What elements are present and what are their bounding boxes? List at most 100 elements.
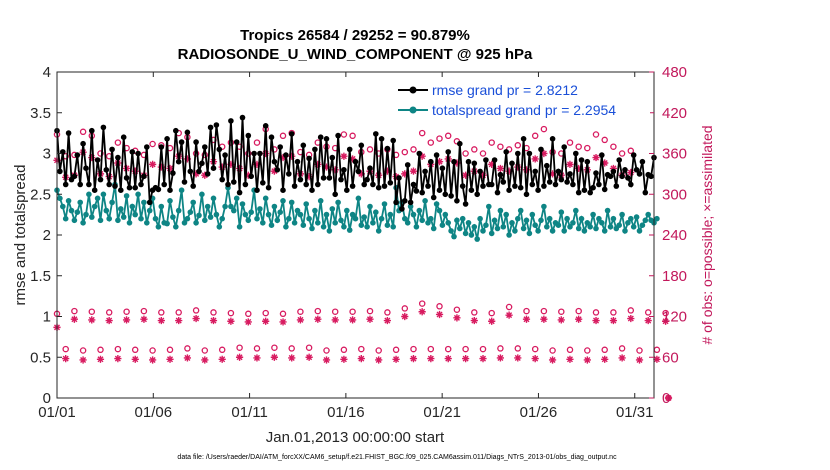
possible_upper-point: [610, 143, 617, 150]
possible_lower-point: [288, 345, 295, 352]
assimilated_upper-point: [149, 160, 157, 168]
rmse-point: [616, 157, 622, 163]
x-tick-label: 01/06: [135, 404, 173, 421]
totalspread-point: [222, 203, 228, 210]
assimilated_lower-point: [157, 316, 165, 325]
rmse-point: [384, 145, 391, 152]
possible_upper-point: [540, 125, 548, 133]
assimilated_upper-point: [383, 167, 391, 175]
rmse-point: [317, 134, 324, 140]
totalspread-point: [497, 207, 504, 214]
y-tick-label: 1.5: [30, 268, 51, 285]
rmse-point: [62, 181, 69, 188]
rmse-point: [442, 191, 449, 198]
rmse-point: [112, 183, 118, 189]
totalspread-point: [80, 220, 86, 226]
legend-box: [392, 80, 650, 120]
x-tick-label: 01/31: [616, 404, 654, 421]
rmse-point: [413, 188, 420, 194]
totalspread-point: [173, 224, 179, 230]
possible_upper-point: [340, 131, 348, 138]
possible_upper-point: [97, 150, 104, 157]
rmse-point: [358, 142, 365, 149]
rmse-point: [509, 160, 515, 167]
totalspread-point: [428, 215, 434, 222]
totalspread-point: [419, 217, 426, 224]
totalspread-point: [300, 222, 307, 228]
possible_lower-point: [245, 310, 252, 318]
totalspread-point: [228, 203, 234, 210]
rmse-point: [173, 127, 179, 134]
possible_lower-point: [279, 310, 287, 318]
rmse-point: [262, 123, 269, 129]
totalspread-point: [430, 225, 437, 232]
rmse-point: [326, 175, 333, 181]
rmse-point: [549, 136, 556, 142]
y-tick-label-right: 480: [662, 64, 687, 81]
possible_lower-point: [410, 345, 417, 353]
totalspread-point: [352, 215, 359, 222]
totalspread-point: [436, 207, 443, 214]
rmse-point: [115, 154, 121, 161]
totalspread-point: [167, 198, 173, 204]
rmse-point: [387, 180, 394, 186]
rmse-point: [381, 183, 388, 189]
totalspread-point: [549, 228, 556, 234]
possible_lower-point: [71, 307, 78, 315]
rmse-point: [204, 171, 211, 177]
rmse-point: [248, 173, 254, 180]
possible_lower-point: [166, 346, 174, 354]
totalspread-point: [477, 215, 483, 222]
possible_upper-point: [471, 146, 478, 153]
totalspread-point: [286, 215, 292, 222]
totalspread-point: [564, 215, 570, 222]
rmse-point: [100, 124, 107, 131]
footnote: data file: /Users/raeder/DAI/ATM_forcXX/…: [177, 454, 617, 461]
totalspread-point: [338, 217, 344, 224]
assimilated_upper-point: [401, 170, 409, 178]
totalspread-point: [451, 233, 457, 240]
assimilated_lower-point: [575, 315, 583, 323]
legend-marker-rmse: [409, 86, 417, 94]
possible_lower-point: [662, 309, 669, 317]
totalspread-point: [265, 211, 272, 218]
totalspread-point: [500, 224, 507, 230]
assimilated_lower-point: [383, 316, 391, 325]
totalspread-point: [326, 228, 333, 234]
possible_lower-point: [114, 345, 122, 353]
rmse-point: [170, 170, 176, 176]
rmse-point: [312, 146, 318, 153]
rmse-point: [404, 162, 411, 168]
rmse-point: [219, 176, 225, 183]
assimilated_upper-point: [522, 166, 531, 174]
rmse-point: [361, 181, 368, 188]
rmse-point: [291, 183, 298, 189]
totalspread-point: [62, 215, 69, 222]
totalspread-point: [103, 207, 110, 214]
totalspread-point: [260, 220, 266, 226]
possible_lower-point: [158, 309, 165, 316]
rmse-point: [257, 150, 263, 157]
rmse-point: [561, 144, 567, 150]
possible_lower-point: [462, 345, 469, 353]
assimilated_upper-point: [288, 152, 296, 160]
possible_lower-point: [323, 347, 330, 354]
rmse-point: [494, 189, 501, 196]
rmse-point: [109, 146, 115, 153]
rmse-point: [222, 152, 228, 158]
legend-label-spread: totalspread grand pr = 2.2954: [432, 102, 616, 118]
totalspread-point: [465, 220, 472, 226]
assimilated_lower-point: [314, 315, 322, 323]
rmse-point: [265, 184, 272, 191]
assimilated_upper-point: [262, 149, 270, 158]
totalspread-point: [610, 215, 617, 222]
totalspread-point: [196, 212, 202, 219]
rmse-point: [462, 201, 469, 207]
chart-title-line2: RADIOSONDE_U_WIND_COMPONENT @ 925 hPa: [178, 46, 533, 63]
assimilated_upper-point: [409, 167, 418, 175]
rmse-point: [483, 157, 489, 163]
totalspread-point: [202, 217, 208, 224]
assimilated_upper-point: [279, 153, 287, 162]
totalspread-point: [529, 211, 536, 218]
totalspread-point: [486, 203, 492, 210]
